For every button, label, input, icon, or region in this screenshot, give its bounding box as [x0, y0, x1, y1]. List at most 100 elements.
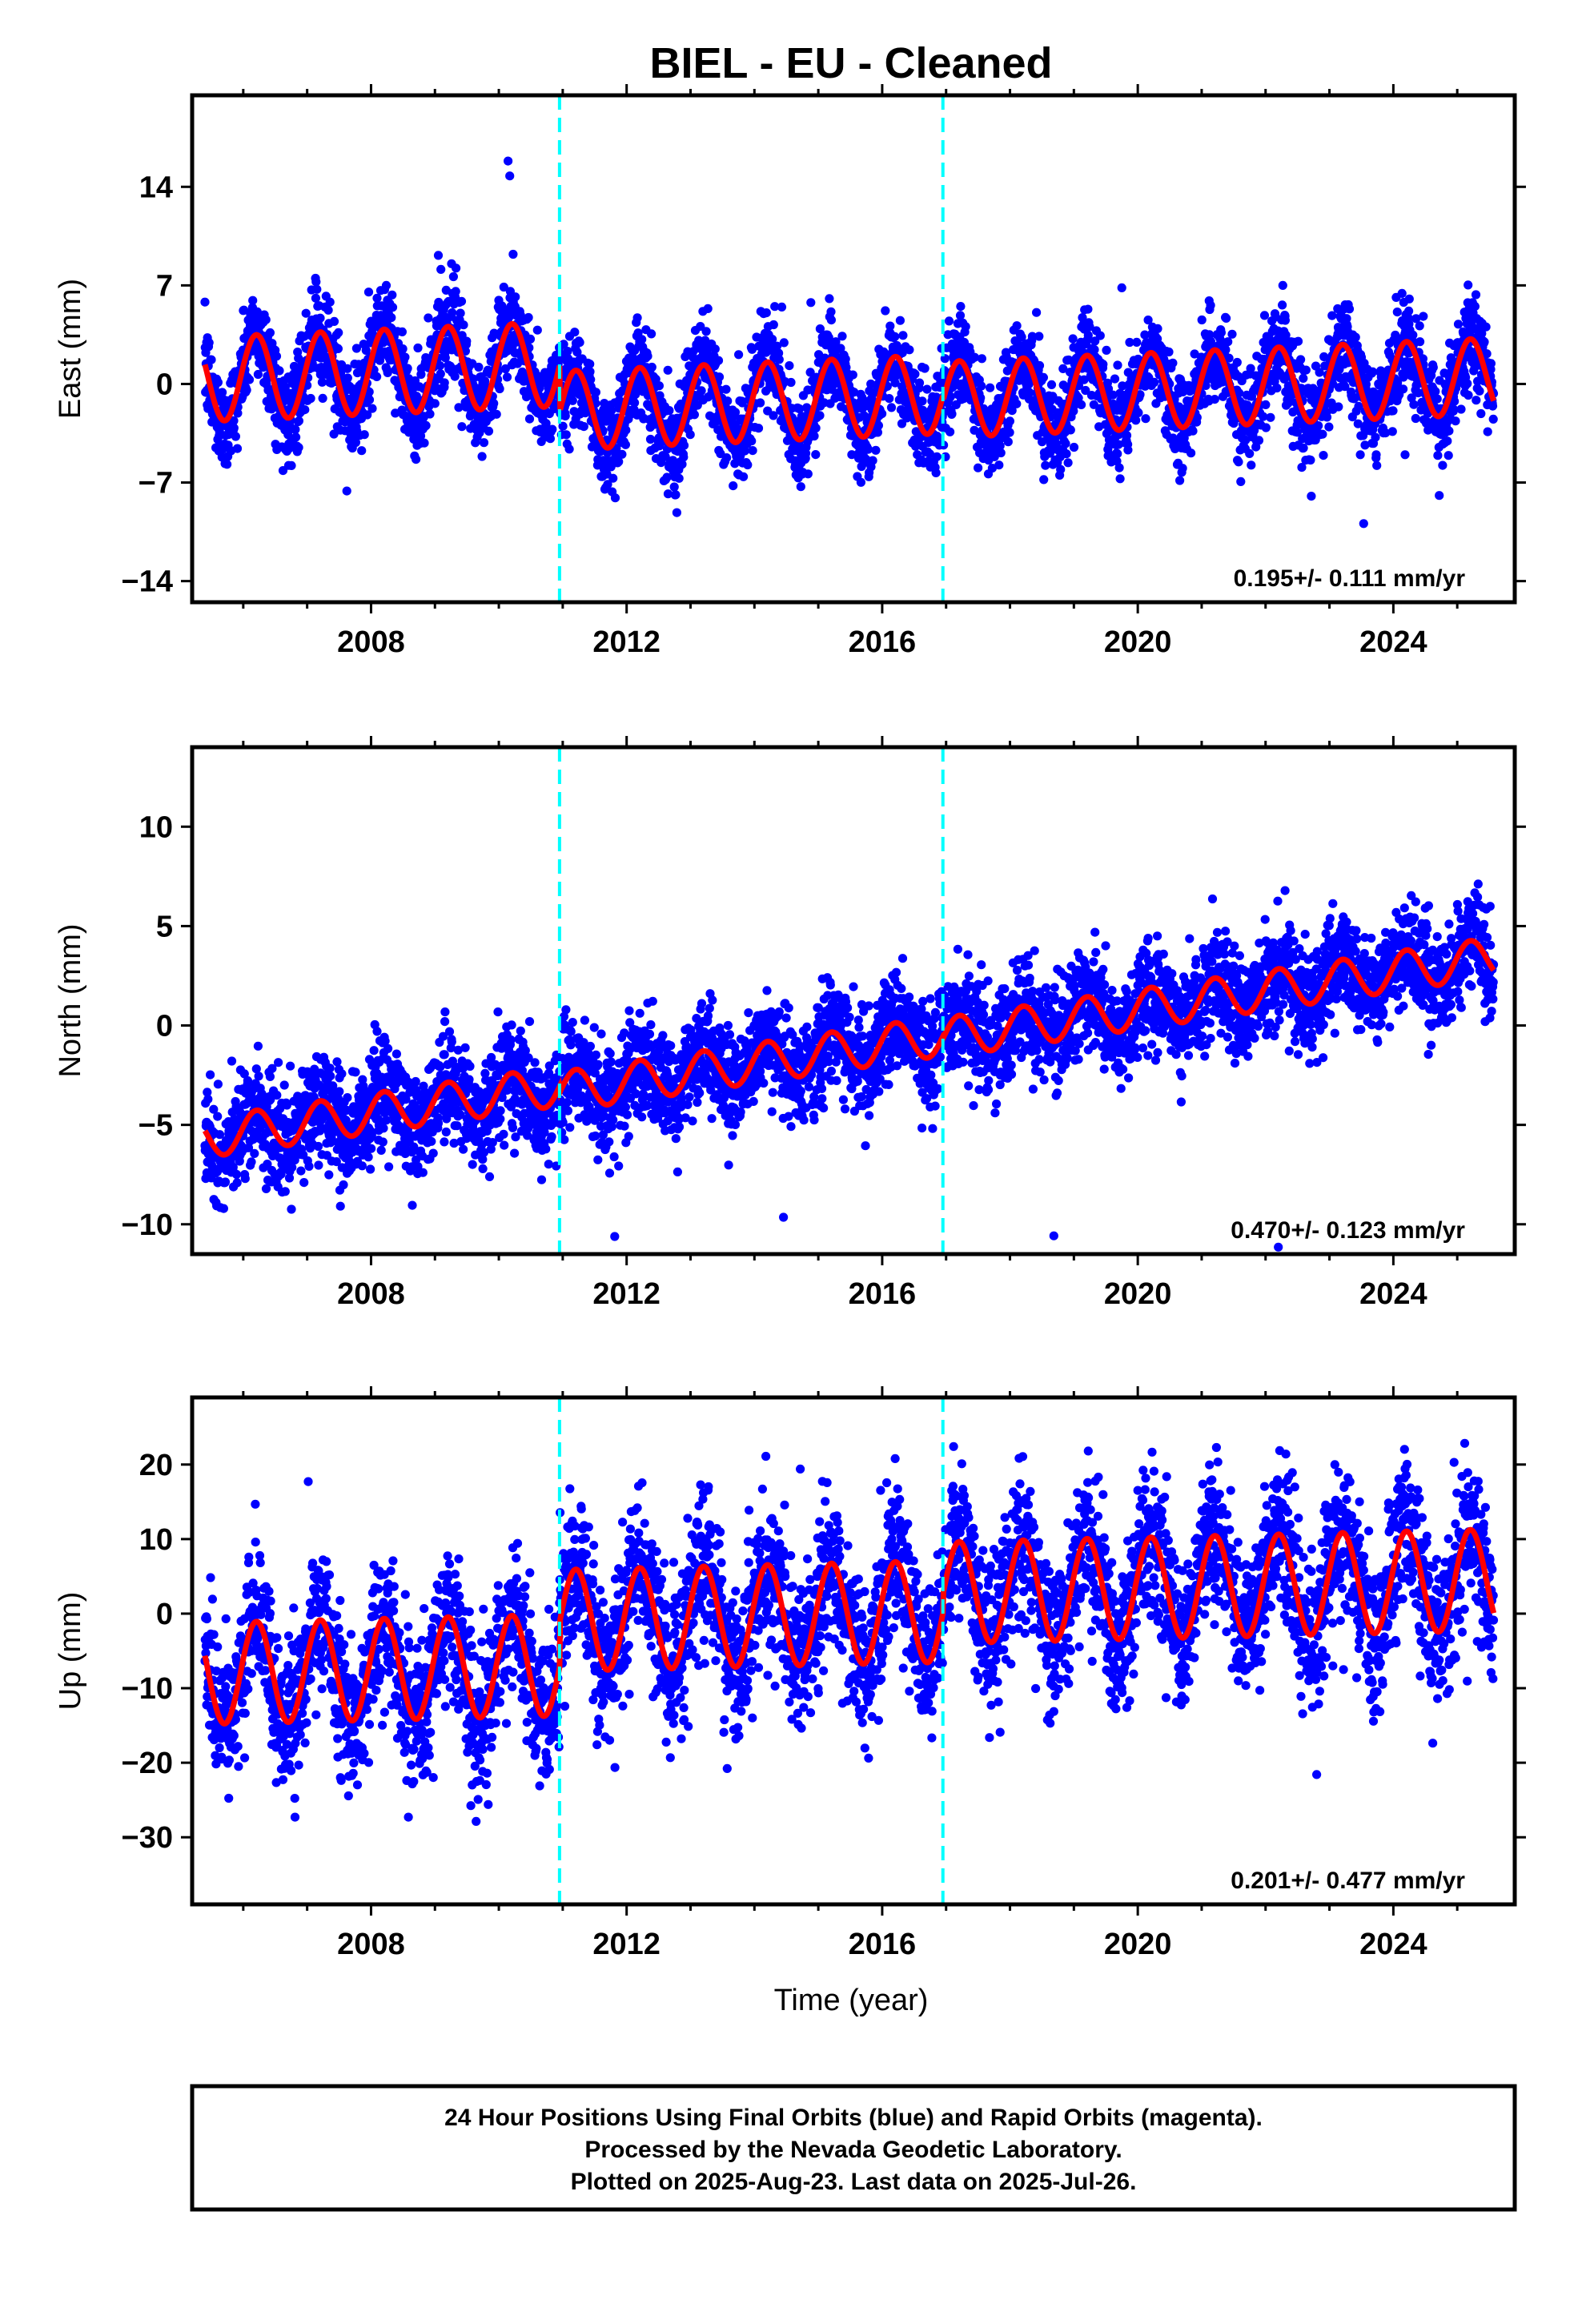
- data-point: [1486, 359, 1496, 368]
- data-point: [231, 1303, 240, 1312]
- data-point: [570, 328, 580, 337]
- data-point: [1278, 300, 1287, 310]
- data-point: [397, 327, 407, 336]
- data-point: [956, 302, 966, 312]
- data-point: [563, 347, 572, 356]
- data-point: [1432, 394, 1442, 404]
- data-point: [645, 434, 656, 444]
- data-point: [387, 313, 396, 323]
- data-point: [342, 486, 351, 496]
- data-point: [632, 313, 642, 323]
- data-point: [1168, 358, 1178, 368]
- data-point: [1134, 408, 1143, 417]
- data-point: [1435, 491, 1444, 501]
- data-point: [837, 332, 847, 341]
- data-point: [1254, 436, 1264, 445]
- data-point: [420, 438, 429, 448]
- data-point: [372, 293, 382, 303]
- data-point: [367, 404, 377, 413]
- data-point: [647, 329, 656, 339]
- data-point: [1178, 464, 1187, 473]
- data-point: [424, 313, 433, 323]
- data-point: [508, 249, 518, 259]
- data-point: [914, 378, 925, 388]
- data-point: [608, 473, 618, 483]
- data-point: [721, 384, 731, 394]
- data-point: [826, 316, 836, 325]
- data-point: [650, 420, 660, 429]
- data-point: [568, 396, 577, 405]
- data-point: [440, 378, 449, 388]
- data-point: [868, 456, 877, 465]
- data-point: [229, 423, 239, 433]
- data-point: [1122, 431, 1132, 440]
- data-point: [206, 1070, 215, 1080]
- data-point: [1221, 345, 1231, 355]
- data-point: [1433, 451, 1443, 460]
- data-point: [381, 280, 391, 290]
- data-point: [532, 325, 542, 335]
- data-point: [1322, 412, 1332, 422]
- data-point: [564, 444, 574, 454]
- data-point: [495, 384, 504, 394]
- data-point: [383, 368, 392, 377]
- data-point: [545, 434, 556, 444]
- data-point: [1113, 449, 1122, 459]
- data-point: [898, 331, 908, 340]
- data-point: [890, 332, 900, 341]
- data-point: [631, 390, 640, 400]
- data-point: [363, 287, 374, 297]
- data-point: [207, 355, 216, 364]
- data-point: [607, 406, 616, 416]
- data-point: [1066, 425, 1075, 435]
- data-point: [511, 292, 520, 302]
- data-point: [272, 1091, 282, 1100]
- data-point: [920, 364, 930, 373]
- data-point: [561, 430, 571, 440]
- data-point: [1005, 416, 1014, 426]
- data-point: [1280, 316, 1290, 325]
- data-point: [1464, 280, 1473, 290]
- data-point: [361, 345, 371, 356]
- data-point: [895, 316, 905, 325]
- data-point: [462, 336, 472, 346]
- data-point: [213, 377, 223, 388]
- data-point: [1175, 476, 1185, 485]
- data-point: [1272, 383, 1282, 393]
- data-point: [329, 429, 339, 439]
- data-point: [1261, 423, 1271, 432]
- data-point: [436, 369, 445, 379]
- data-point: [1470, 302, 1480, 312]
- data-point: [265, 328, 275, 338]
- data-point: [468, 374, 478, 384]
- data-point: [1472, 396, 1481, 405]
- data-point: [387, 290, 397, 300]
- data-point: [811, 423, 821, 433]
- data-point: [1117, 283, 1126, 292]
- data-point: [848, 370, 857, 380]
- data-point: [232, 1178, 242, 1188]
- data-point: [357, 446, 367, 456]
- data-point: [220, 1177, 231, 1187]
- data-point: [643, 352, 652, 361]
- data-point: [1371, 450, 1381, 460]
- x-tick-label: 2024: [1359, 625, 1427, 659]
- data-point: [499, 282, 508, 292]
- data-point: [200, 297, 210, 307]
- data-point: [1483, 427, 1492, 436]
- data-point: [774, 355, 784, 364]
- data-point: [1153, 324, 1162, 333]
- data-point: [932, 452, 942, 461]
- data-point: [796, 482, 805, 492]
- data-point: [451, 287, 460, 296]
- data-point: [1227, 329, 1237, 339]
- x-tick-label: 2012: [592, 625, 661, 659]
- data-point: [713, 356, 724, 365]
- y-tick-label: 7: [156, 269, 173, 303]
- data-point: [306, 393, 315, 404]
- data-point: [1299, 443, 1308, 453]
- data-point: [685, 361, 694, 371]
- data-point: [560, 411, 570, 421]
- data-point: [1012, 321, 1022, 331]
